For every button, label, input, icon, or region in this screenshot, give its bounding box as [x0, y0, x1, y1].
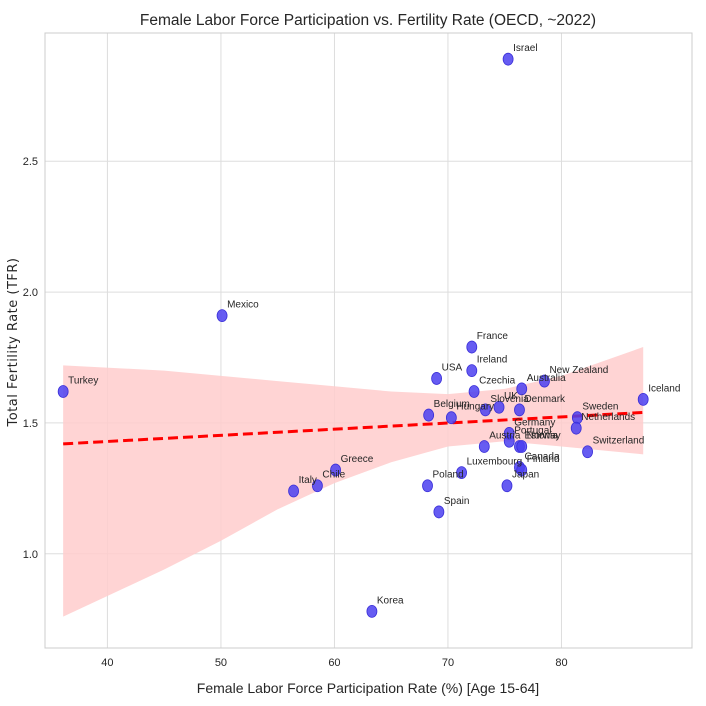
data-point — [422, 479, 433, 493]
data-point — [466, 364, 478, 377]
point-label: Sweden — [582, 402, 618, 413]
point-label: Germany — [514, 417, 555, 428]
data-point — [637, 392, 649, 406]
point-label: Israel — [513, 43, 537, 54]
data-point — [480, 403, 491, 417]
point-label: Australia — [527, 373, 566, 384]
plot-frame — [44, 32, 693, 649]
point-label: Estonia — [524, 430, 558, 441]
data-point — [423, 408, 435, 422]
y-axis-ticks: 1.0 1.5 2.0 2.5 — [23, 156, 38, 561]
point-label: Denmark — [524, 394, 566, 405]
x-tick-label: 60 — [328, 657, 340, 669]
plot-area: Israel Mexico Turkey France Ireland USA Czechi… — [44, 32, 693, 649]
regression-line — [63, 410, 644, 446]
point-label: Greece — [341, 454, 374, 465]
data-point — [516, 463, 528, 477]
y-tick-label: 2.0 — [23, 287, 38, 299]
point-label: Chile — [322, 470, 345, 481]
point-label: Finland — [527, 454, 560, 465]
point-labels: Israel Mexico Turkey France Ireland USA Czechi… — [68, 43, 680, 606]
data-point — [366, 604, 378, 618]
x-axis-ticks: 40 50 60 70 80 — [101, 657, 567, 669]
data-point — [288, 484, 299, 498]
regression-line-group — [63, 410, 644, 446]
confidence-band-group — [63, 347, 644, 617]
point-label: Turkey — [68, 376, 98, 387]
point-label: New Zealand — [549, 365, 608, 376]
x-tick-label: 50 — [215, 657, 227, 669]
point-label: Hungary — [456, 402, 494, 413]
point-label: UK — [504, 391, 518, 402]
data-point — [57, 385, 69, 398]
y-axis-label: Total Fertility Rate (TFR) — [6, 258, 21, 428]
point-label: Italy — [299, 475, 317, 486]
data-point — [468, 385, 480, 398]
data-point — [503, 434, 515, 448]
point-label: Japan — [512, 470, 539, 481]
data-point — [493, 400, 505, 414]
data-point — [501, 479, 513, 493]
point-label: France — [477, 331, 509, 342]
data-point — [516, 440, 528, 453]
point-label: Korea — [377, 595, 404, 606]
point-label: Spain — [444, 496, 470, 507]
data-points — [57, 52, 649, 618]
x-tick-label: 80 — [555, 657, 567, 669]
x-axis-label: Female Labor Force Participation Rate (%… — [197, 680, 539, 696]
chart-title: Female Labor Force Participation vs. Fer… — [140, 12, 596, 29]
point-label: Poland — [433, 470, 464, 481]
data-point — [445, 411, 457, 425]
data-point — [539, 374, 550, 388]
point-label: Slovenia — [490, 394, 529, 405]
data-point — [216, 309, 228, 323]
data-point — [502, 52, 514, 66]
point-label: Norway — [527, 430, 561, 441]
data-point — [516, 382, 528, 396]
point-label: Luxembourg — [467, 457, 523, 468]
y-tick-label: 2.5 — [23, 156, 38, 168]
y-tick-label: 1.5 — [23, 418, 38, 430]
point-label: Portugal — [514, 425, 551, 436]
point-label: Netherlands — [581, 412, 635, 423]
point-label: Canada — [524, 451, 559, 462]
data-point — [330, 463, 341, 477]
point-label: USA — [442, 362, 463, 373]
point-label: Belgium — [434, 399, 470, 410]
x-tick-label: 70 — [442, 657, 454, 669]
point-label: Austria — [489, 430, 521, 441]
point-label: Ireland — [477, 355, 508, 366]
y-tick-label: 1.0 — [23, 549, 38, 561]
data-point — [478, 440, 490, 453]
point-label: Czechia — [479, 376, 516, 387]
x-tick-label: 40 — [101, 657, 113, 669]
data-point — [514, 403, 525, 417]
confidence-band — [63, 347, 644, 617]
data-point — [456, 466, 467, 480]
point-label: Switzerland — [593, 436, 645, 447]
data-point — [466, 340, 478, 354]
data-point — [431, 372, 443, 385]
point-label: Iceland — [648, 383, 680, 394]
data-point — [312, 479, 323, 493]
data-point — [433, 505, 445, 519]
data-point — [582, 445, 593, 459]
data-point — [570, 421, 582, 435]
point-label: Mexico — [227, 300, 259, 311]
